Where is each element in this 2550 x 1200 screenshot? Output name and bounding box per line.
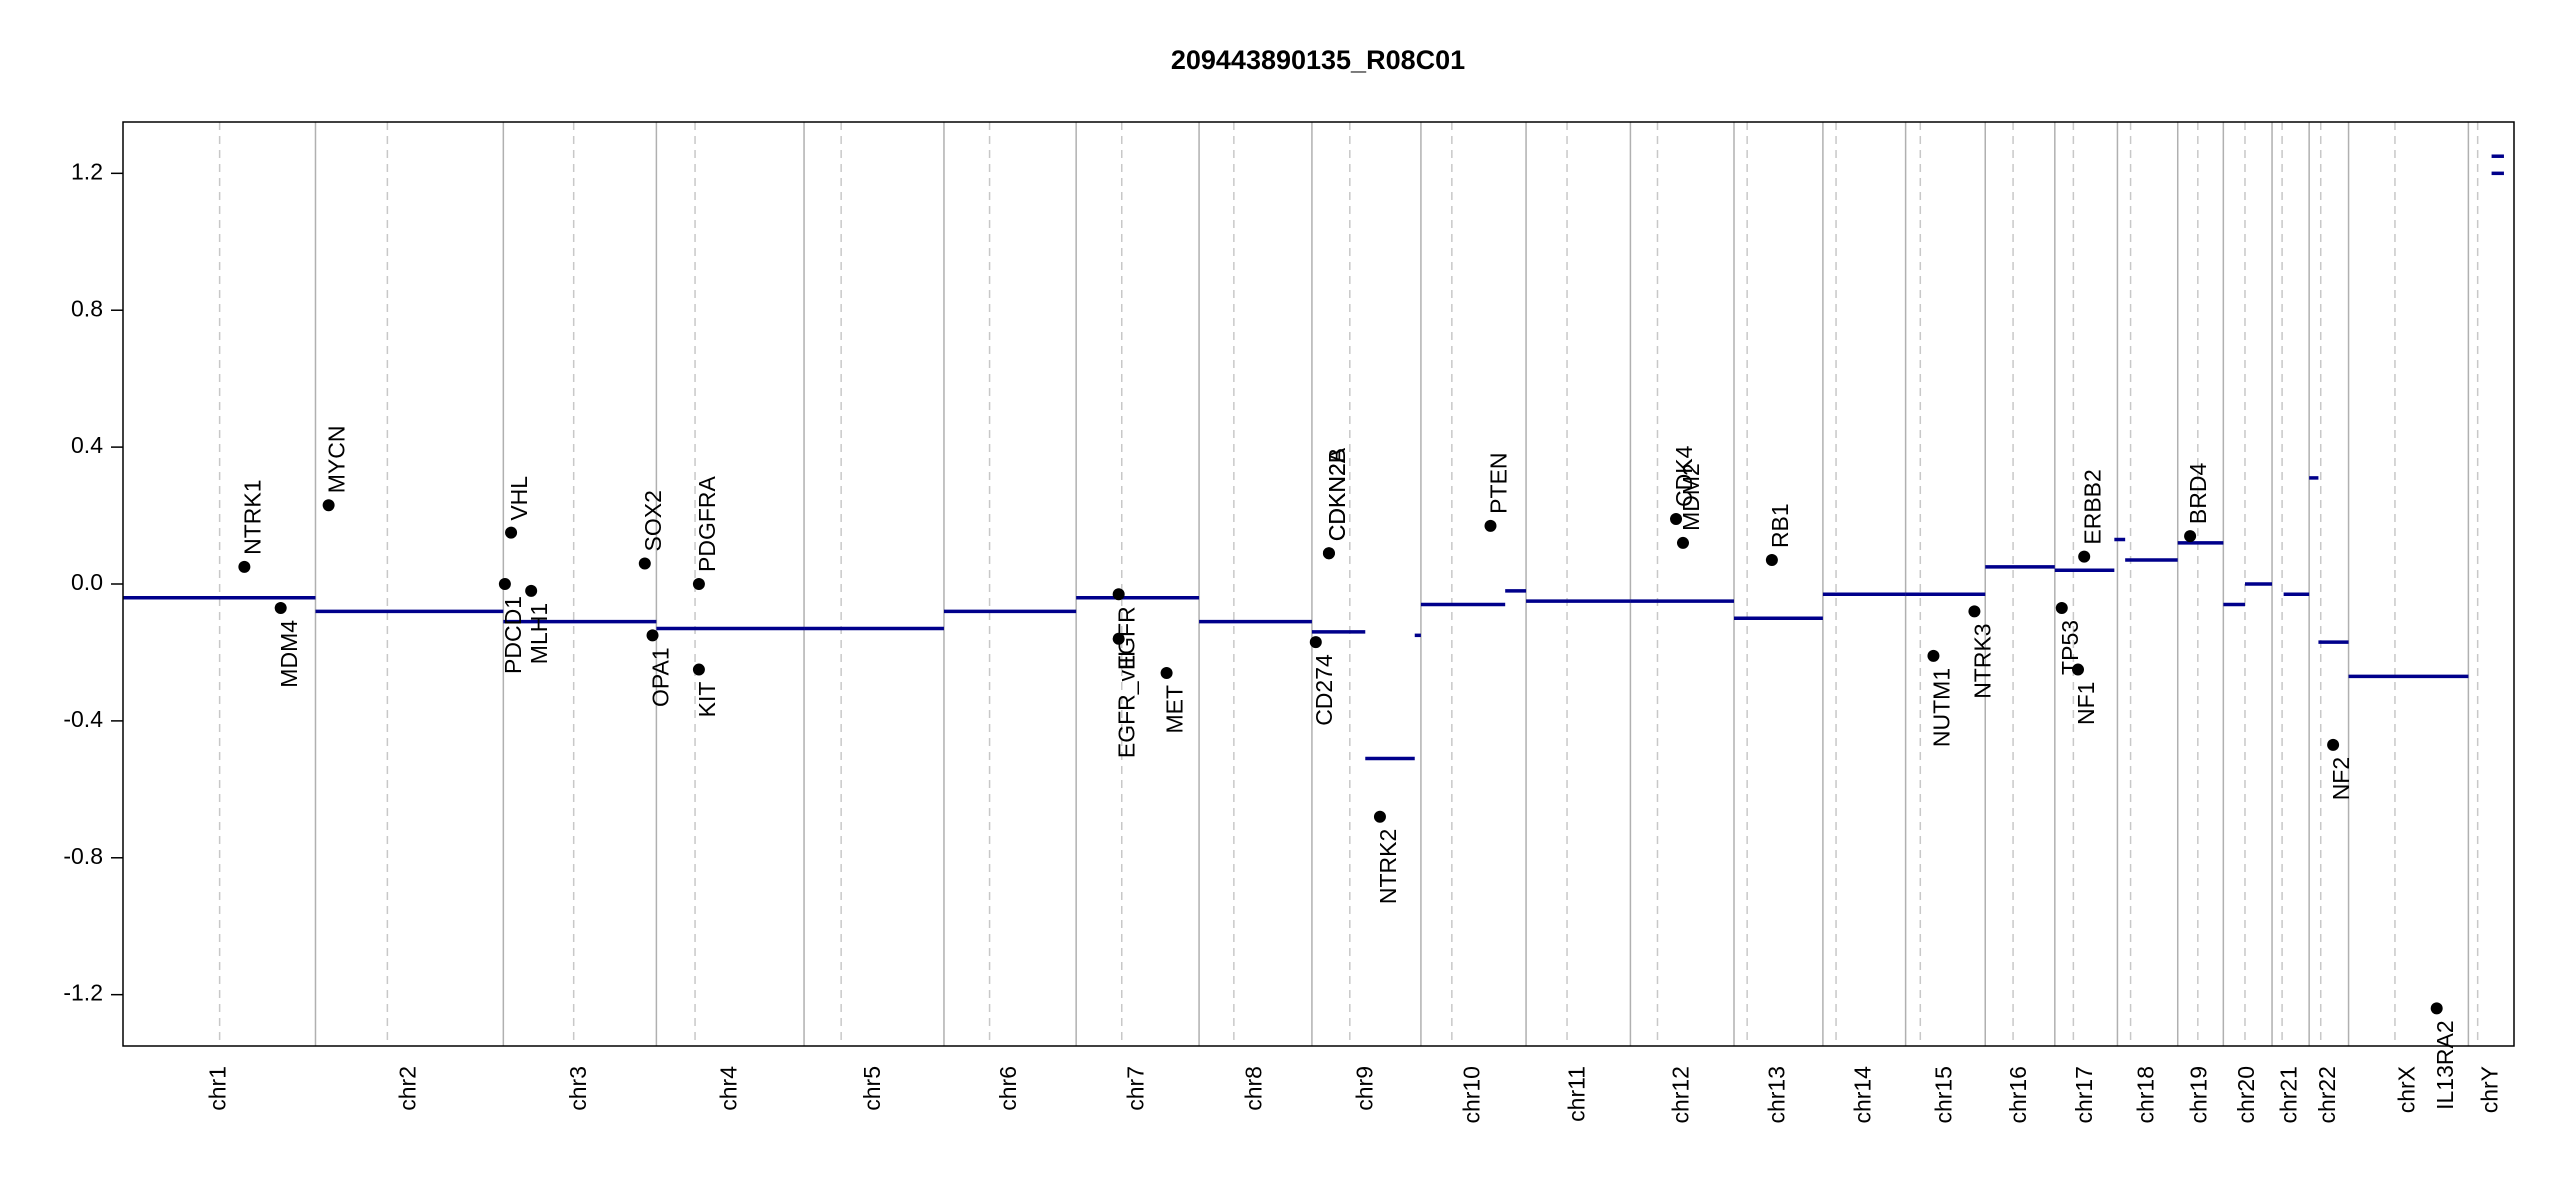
gene-label: RB1 [1767, 503, 1793, 548]
x-tick-label: chr10 [1459, 1066, 1485, 1124]
gene-label: IL13RA2 [2432, 1020, 2458, 1110]
gene-label: CDKN2A [1324, 447, 1350, 541]
gene-label: OPA1 [648, 647, 674, 707]
gene-point [505, 526, 518, 539]
x-tick-label: chrY [2476, 1066, 2502, 1113]
gene-label: NF1 [2073, 682, 2099, 725]
gene-label: PTEN [1486, 452, 1512, 513]
x-tick-label: chr16 [2005, 1066, 2031, 1124]
gene-point [274, 601, 287, 614]
x-tick-label: chr17 [2071, 1066, 2097, 1124]
gene-point [238, 560, 251, 573]
gene-label: CDKN2B [1324, 448, 1350, 541]
gene-point [498, 578, 511, 590]
gene-label: ERBB2 [2079, 469, 2105, 544]
x-tick-label: chr3 [565, 1066, 591, 1111]
gene-label: EGFR_vIII [1114, 651, 1140, 758]
x-tick-label: chr6 [995, 1066, 1021, 1111]
gene-point [2078, 550, 2091, 563]
gene-label: KIT [694, 682, 720, 718]
gene-point [2072, 663, 2085, 676]
gene-label: BRD4 [2185, 463, 2211, 525]
gene-point [692, 663, 705, 676]
x-tick-label: chr12 [1667, 1066, 1693, 1124]
gene-point [638, 557, 651, 570]
y-tick-label: -0.4 [63, 706, 103, 732]
gene-label: CDK4 [1671, 445, 1697, 507]
gene-label: NTRK1 [239, 479, 265, 554]
gene-point [2430, 1002, 2443, 1015]
gene-point [322, 499, 335, 512]
gene-point [1676, 536, 1689, 549]
gene-point [1765, 554, 1778, 567]
gene-label: MLH1 [526, 603, 552, 664]
x-tick-label: chr8 [1241, 1066, 1267, 1111]
gene-label: NUTM1 [1929, 668, 1955, 747]
x-tick-label: chr7 [1123, 1066, 1149, 1111]
gene-point [2184, 530, 2197, 543]
gene-label: CD274 [1311, 654, 1337, 726]
gene-point [1112, 588, 1125, 601]
plot-frame [122, 121, 2515, 1047]
y-tick-label: 0.0 [71, 569, 103, 595]
gene-point [1484, 519, 1497, 532]
x-tick-label: chr1 [204, 1066, 230, 1111]
x-tick-label: chr15 [1931, 1066, 1957, 1124]
gene-point [1670, 512, 1683, 525]
x-tick-label: chr2 [394, 1066, 420, 1111]
gene-label: MET [1162, 685, 1188, 734]
gene-point [1322, 547, 1335, 560]
x-tick-label: chr5 [859, 1066, 885, 1111]
x-tick-label: chrX [2394, 1066, 2420, 1113]
y-tick-label: 1.2 [71, 158, 103, 184]
x-tick-label: chr11 [1563, 1066, 1589, 1122]
gene-label: SOX2 [640, 490, 666, 551]
gene-point [646, 629, 659, 642]
y-tick-label: -0.8 [63, 843, 103, 869]
gene-label: MDM2 [1678, 463, 1704, 531]
gene-point [1927, 649, 1940, 662]
gene-label: NTRK2 [1375, 829, 1401, 904]
gene-point [2055, 601, 2068, 614]
y-tick-label: 0.4 [71, 432, 103, 458]
y-tick-label: -1.2 [63, 980, 103, 1006]
gene-label: NF2 [2328, 757, 2354, 800]
x-tick-label: chr13 [1764, 1066, 1790, 1124]
chart-title: 209443890135_R08C01 [1171, 45, 1465, 75]
x-tick-label: chr20 [2233, 1066, 2259, 1124]
x-tick-label: chr22 [2314, 1066, 2340, 1124]
gene-point [1160, 666, 1173, 679]
gene-label: MDM4 [276, 620, 302, 688]
gene-label: PDGFRA [694, 476, 720, 573]
y-tick-label: 0.8 [71, 295, 103, 321]
gene-point [1309, 636, 1322, 649]
gene-point [2327, 738, 2340, 751]
gene-label: NTRK3 [1969, 623, 1995, 698]
gene-point [525, 584, 538, 597]
gene-point [692, 578, 705, 590]
gene-label: MYCN [324, 426, 350, 494]
x-tick-label: chr18 [2133, 1066, 2159, 1124]
x-tick-label: chr21 [2276, 1066, 2302, 1124]
gene-point [1968, 605, 1981, 618]
x-tick-label: chr14 [1849, 1066, 1875, 1124]
gene-point [1373, 810, 1386, 823]
x-tick-label: chr9 [1352, 1066, 1378, 1111]
gene-label: PDCD1 [500, 596, 526, 674]
x-tick-label: chr4 [715, 1066, 741, 1111]
gene-point [1112, 632, 1125, 645]
gene-label: VHL [506, 476, 532, 521]
x-tick-label: chr19 [2186, 1066, 2212, 1124]
